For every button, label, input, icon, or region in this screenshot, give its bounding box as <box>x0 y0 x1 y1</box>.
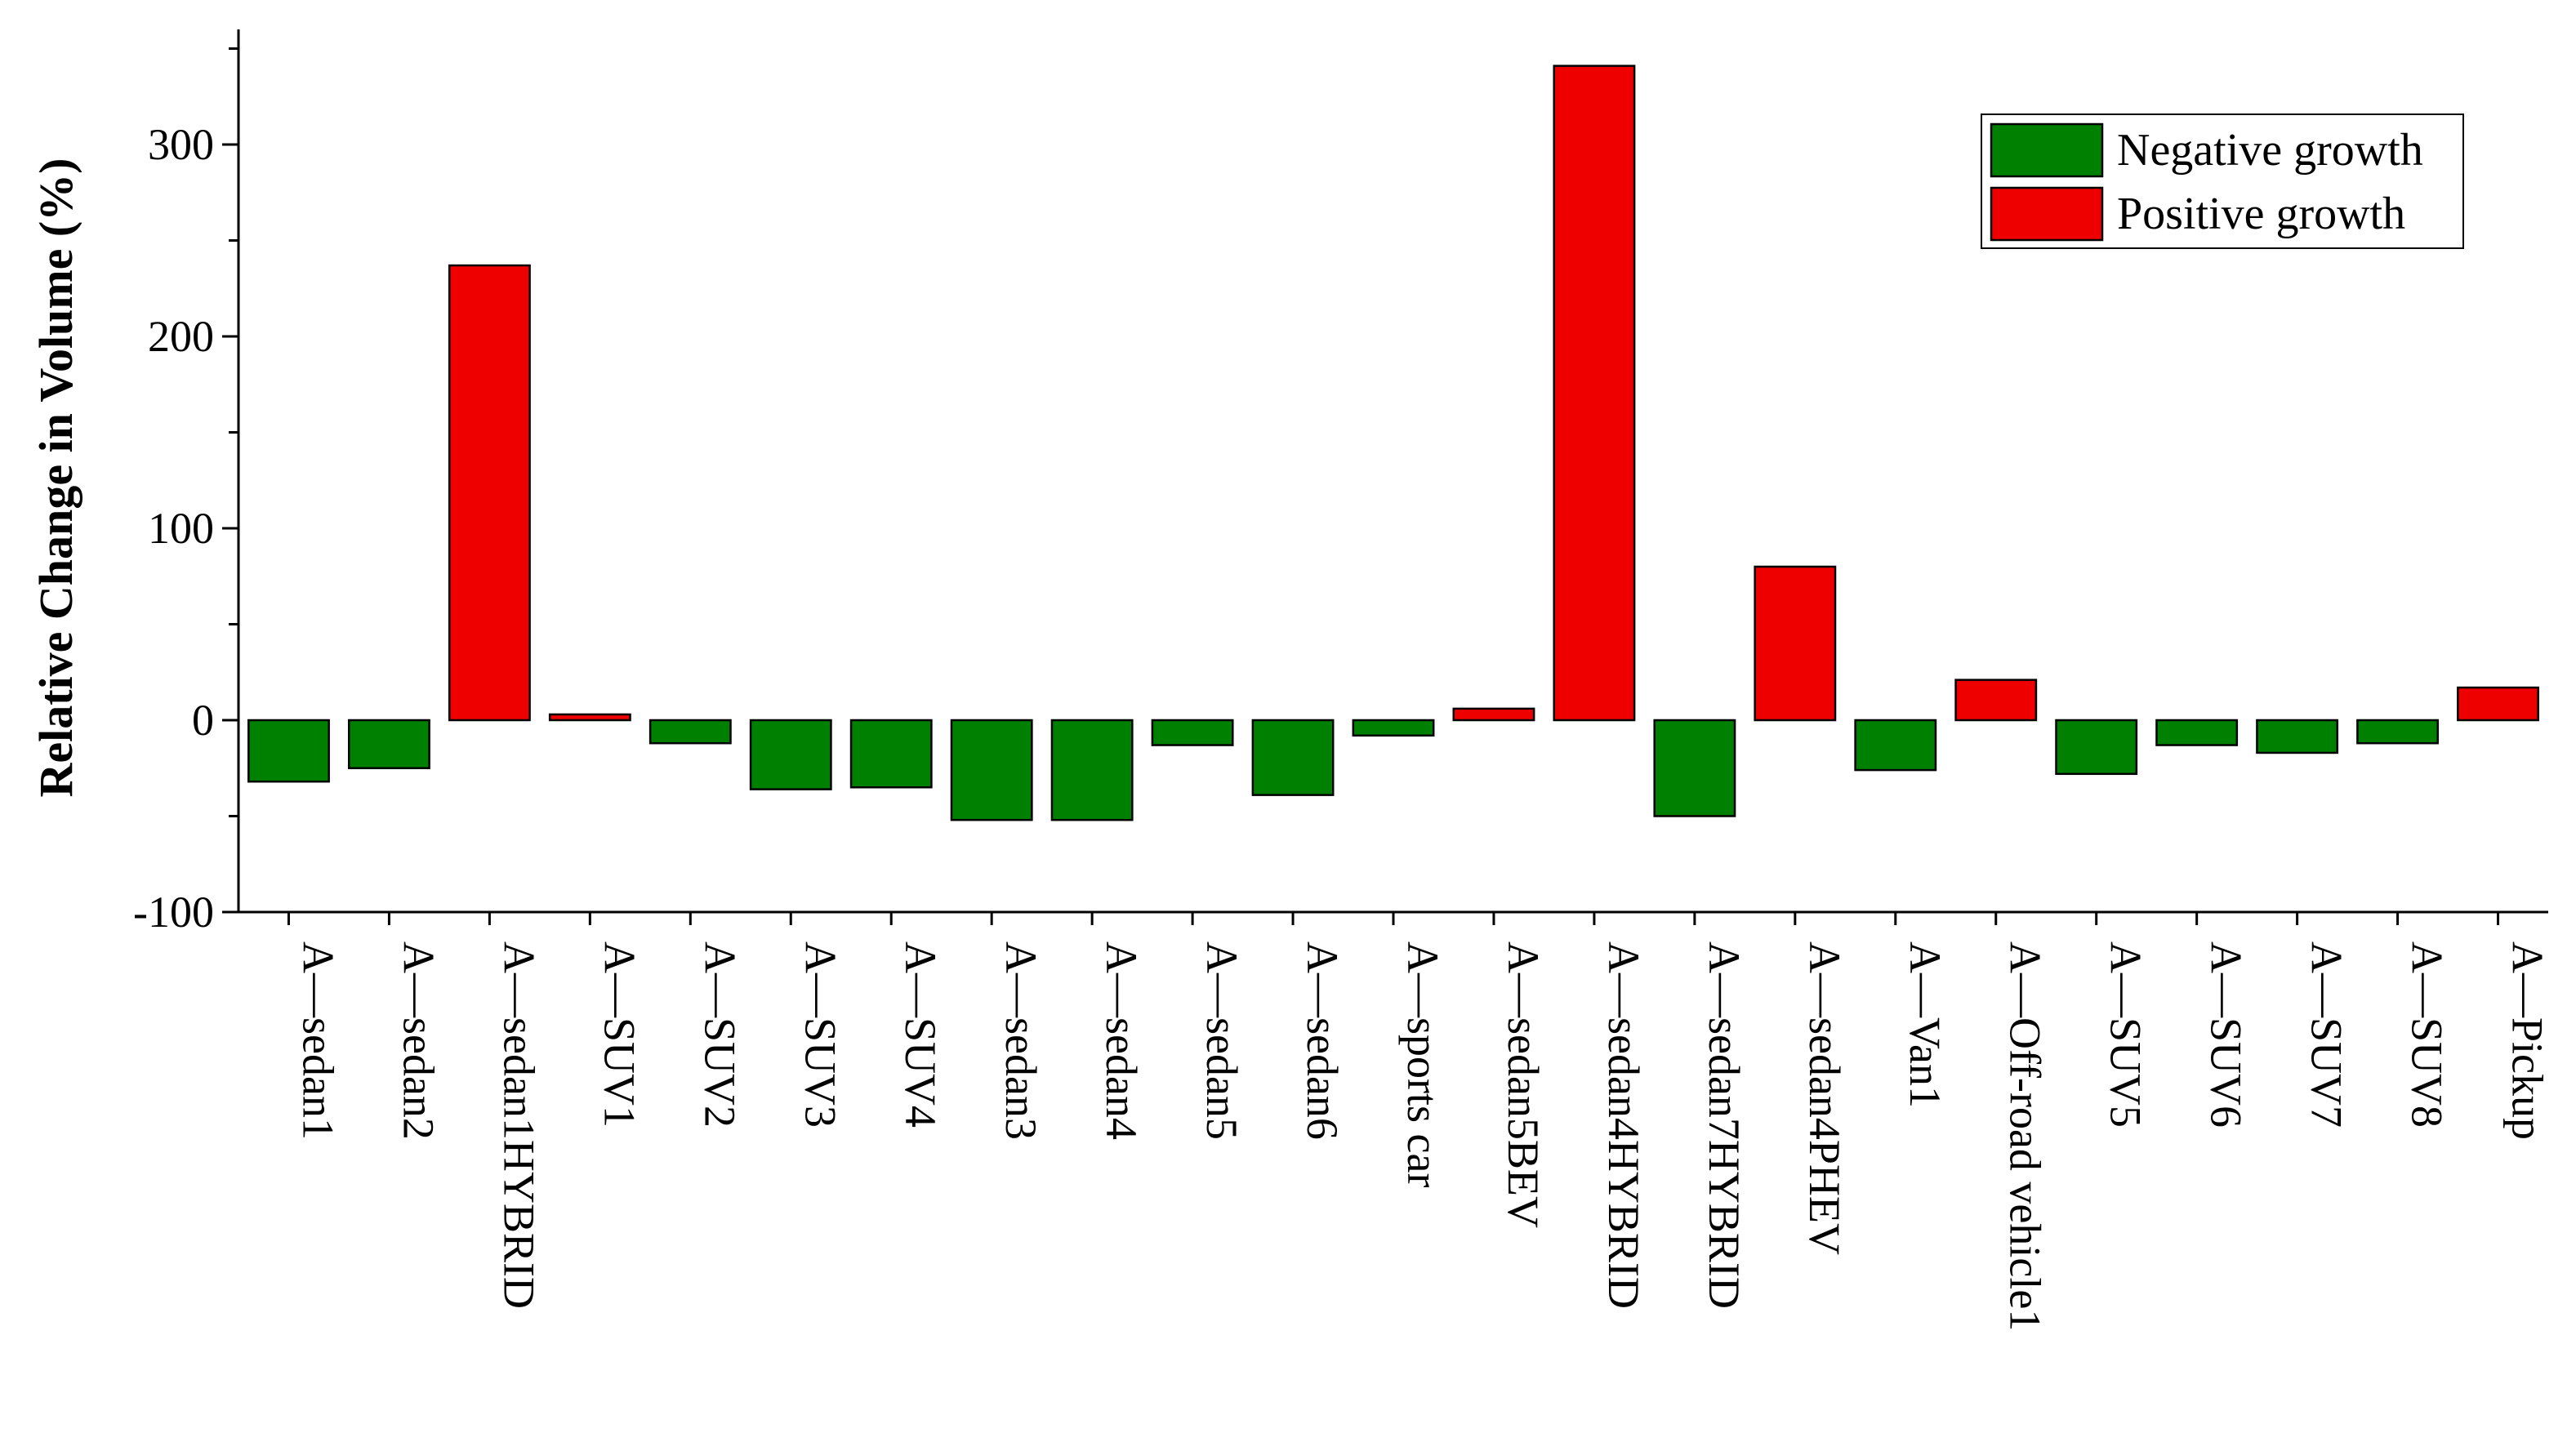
bar <box>648 719 732 745</box>
bar <box>749 719 832 790</box>
legend: Negative growth Positive growth <box>1981 113 2464 249</box>
bar <box>1854 719 1937 772</box>
x-tick-label: A—sedan2 <box>394 941 443 1140</box>
bar <box>548 713 631 722</box>
legend-label-positive: Positive growth <box>2117 189 2405 239</box>
bar <box>2256 719 2339 754</box>
bar <box>2055 719 2138 776</box>
x-tick-label: A—SUV5 <box>2101 941 2150 1128</box>
bar <box>1452 707 1535 722</box>
x-tick-label: A—Pickup <box>2503 941 2552 1140</box>
bar <box>448 264 531 722</box>
x-tick-label: A—SUV7 <box>2302 941 2351 1128</box>
y-tick-label: 300 <box>148 120 214 169</box>
x-tick-label: A—Van1 <box>1901 941 1950 1108</box>
x-tick-label: A—sedan3 <box>996 941 1045 1140</box>
x-tick-label: A—SUV8 <box>2403 941 2452 1128</box>
legend-label-negative: Negative growth <box>2117 125 2423 176</box>
y-tick-label: 200 <box>148 312 214 361</box>
bar <box>2356 719 2439 745</box>
bar <box>1251 719 1335 796</box>
bar <box>1954 679 2038 722</box>
bar <box>1352 719 1435 737</box>
y-axis: -100 0 100 200 300 <box>133 29 240 937</box>
bar <box>1553 65 1636 722</box>
x-tick-labels: A—sedan1 A—sedan2 A—sedan1HYBRID A—SUV1 A—SU… <box>293 941 2551 1331</box>
x-tick-label: A—sedan4HYBRID <box>1599 941 1648 1309</box>
x-tick-label: A—sedan5BEV <box>1499 941 1548 1228</box>
y-tick-label: 0 <box>192 696 214 745</box>
x-tick-label: A—sedan7HYBRID <box>1700 941 1749 1309</box>
x-tick-label: A—SUV4 <box>896 941 945 1128</box>
x-tick-label: A—SUV3 <box>796 941 845 1128</box>
x-tick-label: A—sedan4PHEV <box>1800 941 1849 1255</box>
x-tick-label: A—SUV6 <box>2202 941 2251 1128</box>
bar <box>2155 719 2239 746</box>
x-tick-label: A—SUV1 <box>595 941 644 1128</box>
bar <box>2457 686 2539 722</box>
bar <box>1754 565 1837 722</box>
bar <box>849 719 933 789</box>
bar <box>348 719 430 769</box>
bars <box>247 65 2539 821</box>
y-tick-label: -100 <box>133 888 214 937</box>
x-tick-label: A—sports car <box>1398 941 1447 1187</box>
y-axis-title: Relative Change in Volume (%) <box>29 158 82 798</box>
x-tick-label: A—SUV2 <box>695 941 744 1128</box>
x-tick-label: A—sedan4 <box>1097 941 1146 1140</box>
bar <box>247 719 330 783</box>
x-tick-label: A—sedan1 <box>293 941 342 1140</box>
x-tick-label: A—sedan1HYBRID <box>494 941 543 1309</box>
bar <box>1151 719 1234 746</box>
bar <box>1653 719 1736 817</box>
y-tick-label: 100 <box>148 504 214 553</box>
x-tick-label: A—Off-road vehicle1 <box>2001 941 2050 1331</box>
x-tick-label: A—sedan5 <box>1197 941 1246 1140</box>
bar <box>950 719 1033 821</box>
x-tick-label: A—sedan6 <box>1298 941 1347 1140</box>
bar <box>1050 719 1134 821</box>
legend-swatch-negative <box>1990 122 2104 178</box>
x-axis <box>238 910 2548 925</box>
legend-swatch-positive <box>1990 186 2104 242</box>
